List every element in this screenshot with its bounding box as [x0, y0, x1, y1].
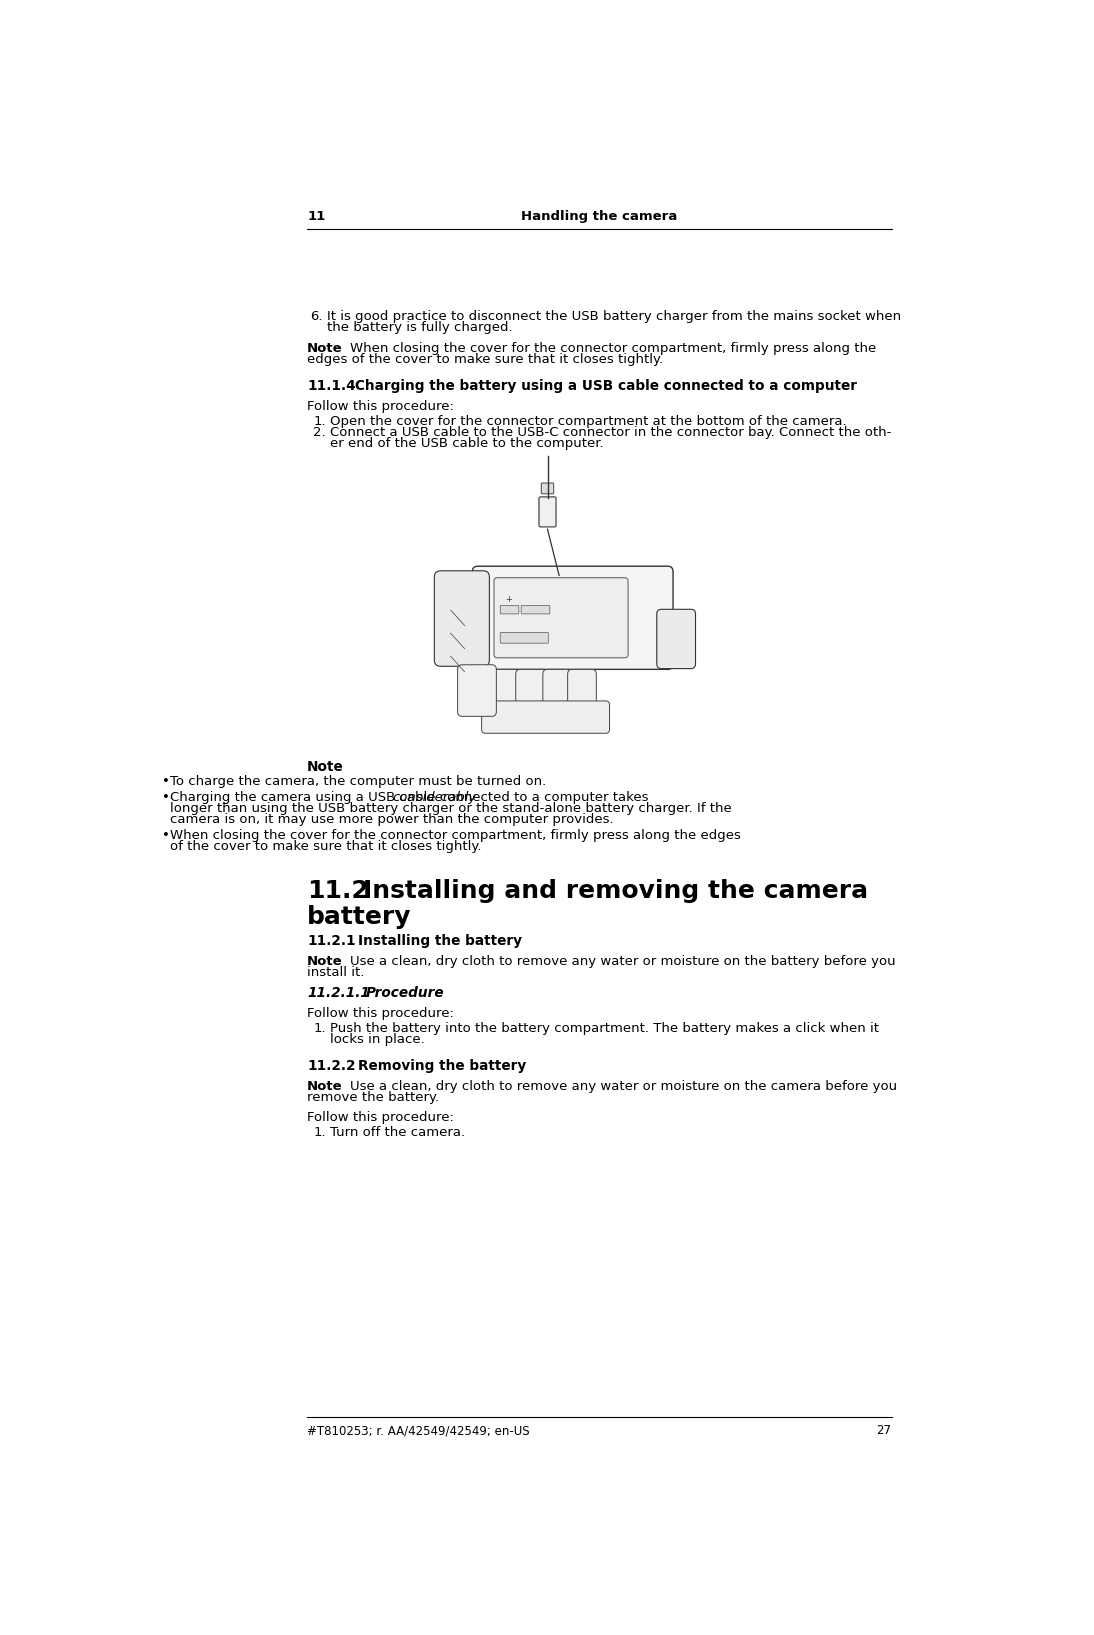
Text: 27: 27 — [876, 1424, 892, 1437]
Text: install it.: install it. — [307, 966, 364, 979]
FancyBboxPatch shape — [521, 605, 550, 613]
Text: 2.: 2. — [314, 427, 326, 440]
Text: Installing and removing the camera: Installing and removing the camera — [363, 880, 869, 903]
Text: Use a clean, dry cloth to remove any water or moisture on the battery before you: Use a clean, dry cloth to remove any wat… — [350, 955, 896, 968]
FancyBboxPatch shape — [543, 669, 574, 711]
FancyBboxPatch shape — [434, 571, 489, 667]
Text: •: • — [162, 791, 170, 804]
FancyBboxPatch shape — [515, 669, 548, 711]
FancyBboxPatch shape — [656, 610, 696, 669]
Text: camera is on, it may use more power than the computer provides.: camera is on, it may use more power than… — [170, 813, 614, 826]
FancyBboxPatch shape — [481, 701, 609, 732]
Text: 1.: 1. — [314, 1022, 326, 1035]
FancyBboxPatch shape — [500, 633, 548, 643]
Text: Charging the camera using a USB cable connected to a computer takes: Charging the camera using a USB cable co… — [170, 791, 653, 804]
Text: Note: Note — [307, 342, 342, 355]
Text: battery: battery — [307, 904, 411, 929]
FancyBboxPatch shape — [473, 566, 673, 669]
Text: er end of the USB cable to the computer.: er end of the USB cable to the computer. — [330, 437, 604, 450]
FancyBboxPatch shape — [494, 577, 628, 657]
Text: Follow this procedure:: Follow this procedure: — [307, 1112, 454, 1125]
FancyBboxPatch shape — [542, 482, 554, 494]
Text: •: • — [162, 775, 170, 788]
FancyBboxPatch shape — [539, 497, 556, 526]
Text: 11.2.2: 11.2.2 — [307, 1059, 356, 1073]
Text: edges of the cover to make sure that it closes tightly.: edges of the cover to make sure that it … — [307, 353, 663, 366]
Text: Removing the battery: Removing the battery — [358, 1059, 526, 1073]
Text: 11.2: 11.2 — [307, 880, 369, 903]
FancyBboxPatch shape — [500, 605, 519, 613]
FancyBboxPatch shape — [485, 669, 521, 711]
Text: It is good practice to disconnect the USB battery charger from the mains socket : It is good practice to disconnect the US… — [327, 311, 900, 324]
Text: Push the battery into the battery compartment. The battery makes a click when it: Push the battery into the battery compar… — [330, 1022, 880, 1035]
Text: #T810253; r. AA/42549/42549; en-US: #T810253; r. AA/42549/42549; en-US — [307, 1424, 529, 1437]
Text: Use a clean, dry cloth to remove any water or moisture on the camera before you: Use a clean, dry cloth to remove any wat… — [350, 1079, 897, 1092]
Text: remove the battery.: remove the battery. — [307, 1091, 440, 1104]
Text: considerably: considerably — [393, 791, 477, 804]
Text: Procedure: Procedure — [365, 986, 444, 1001]
Text: 1.: 1. — [314, 1127, 326, 1140]
Text: Follow this procedure:: Follow this procedure: — [307, 1007, 454, 1020]
Text: the battery is fully charged.: the battery is fully charged. — [327, 322, 512, 334]
Text: 1.: 1. — [314, 415, 326, 428]
Text: longer than using the USB battery charger or the stand-alone battery charger. If: longer than using the USB battery charge… — [170, 803, 732, 816]
Text: When closing the cover for the connector compartment, firmly press along the: When closing the cover for the connector… — [350, 342, 876, 355]
Text: 11.1.4: 11.1.4 — [307, 379, 356, 394]
Text: Note: Note — [307, 955, 342, 968]
Text: Installing the battery: Installing the battery — [358, 934, 522, 948]
Text: Follow this procedure:: Follow this procedure: — [307, 401, 454, 414]
Text: 11: 11 — [307, 209, 326, 222]
Text: locks in place.: locks in place. — [330, 1033, 426, 1046]
Text: 6.: 6. — [311, 311, 323, 324]
Text: Note: Note — [307, 760, 344, 775]
Text: Turn off the camera.: Turn off the camera. — [330, 1127, 466, 1140]
Text: 11.2.1.1: 11.2.1.1 — [307, 986, 370, 1001]
Text: Connect a USB cable to the USB-C connector in the connector bay. Connect the oth: Connect a USB cable to the USB-C connect… — [330, 427, 892, 440]
Text: •: • — [162, 829, 170, 842]
Text: of the cover to make sure that it closes tightly.: of the cover to make sure that it closes… — [170, 840, 481, 853]
Text: To charge the camera, the computer must be turned on.: To charge the camera, the computer must … — [170, 775, 546, 788]
Text: Open the cover for the connector compartment at the bottom of the camera.: Open the cover for the connector compart… — [330, 415, 847, 428]
Text: 11.2.1: 11.2.1 — [307, 934, 356, 948]
Text: +: + — [505, 595, 512, 603]
Text: Handling the camera: Handling the camera — [522, 209, 677, 222]
FancyBboxPatch shape — [457, 665, 497, 716]
Text: Note: Note — [307, 1079, 342, 1092]
FancyBboxPatch shape — [568, 669, 596, 711]
Text: When closing the cover for the connector compartment, firmly press along the edg: When closing the cover for the connector… — [170, 829, 741, 842]
Text: Charging the battery using a USB cable connected to a computer: Charging the battery using a USB cable c… — [356, 379, 858, 394]
